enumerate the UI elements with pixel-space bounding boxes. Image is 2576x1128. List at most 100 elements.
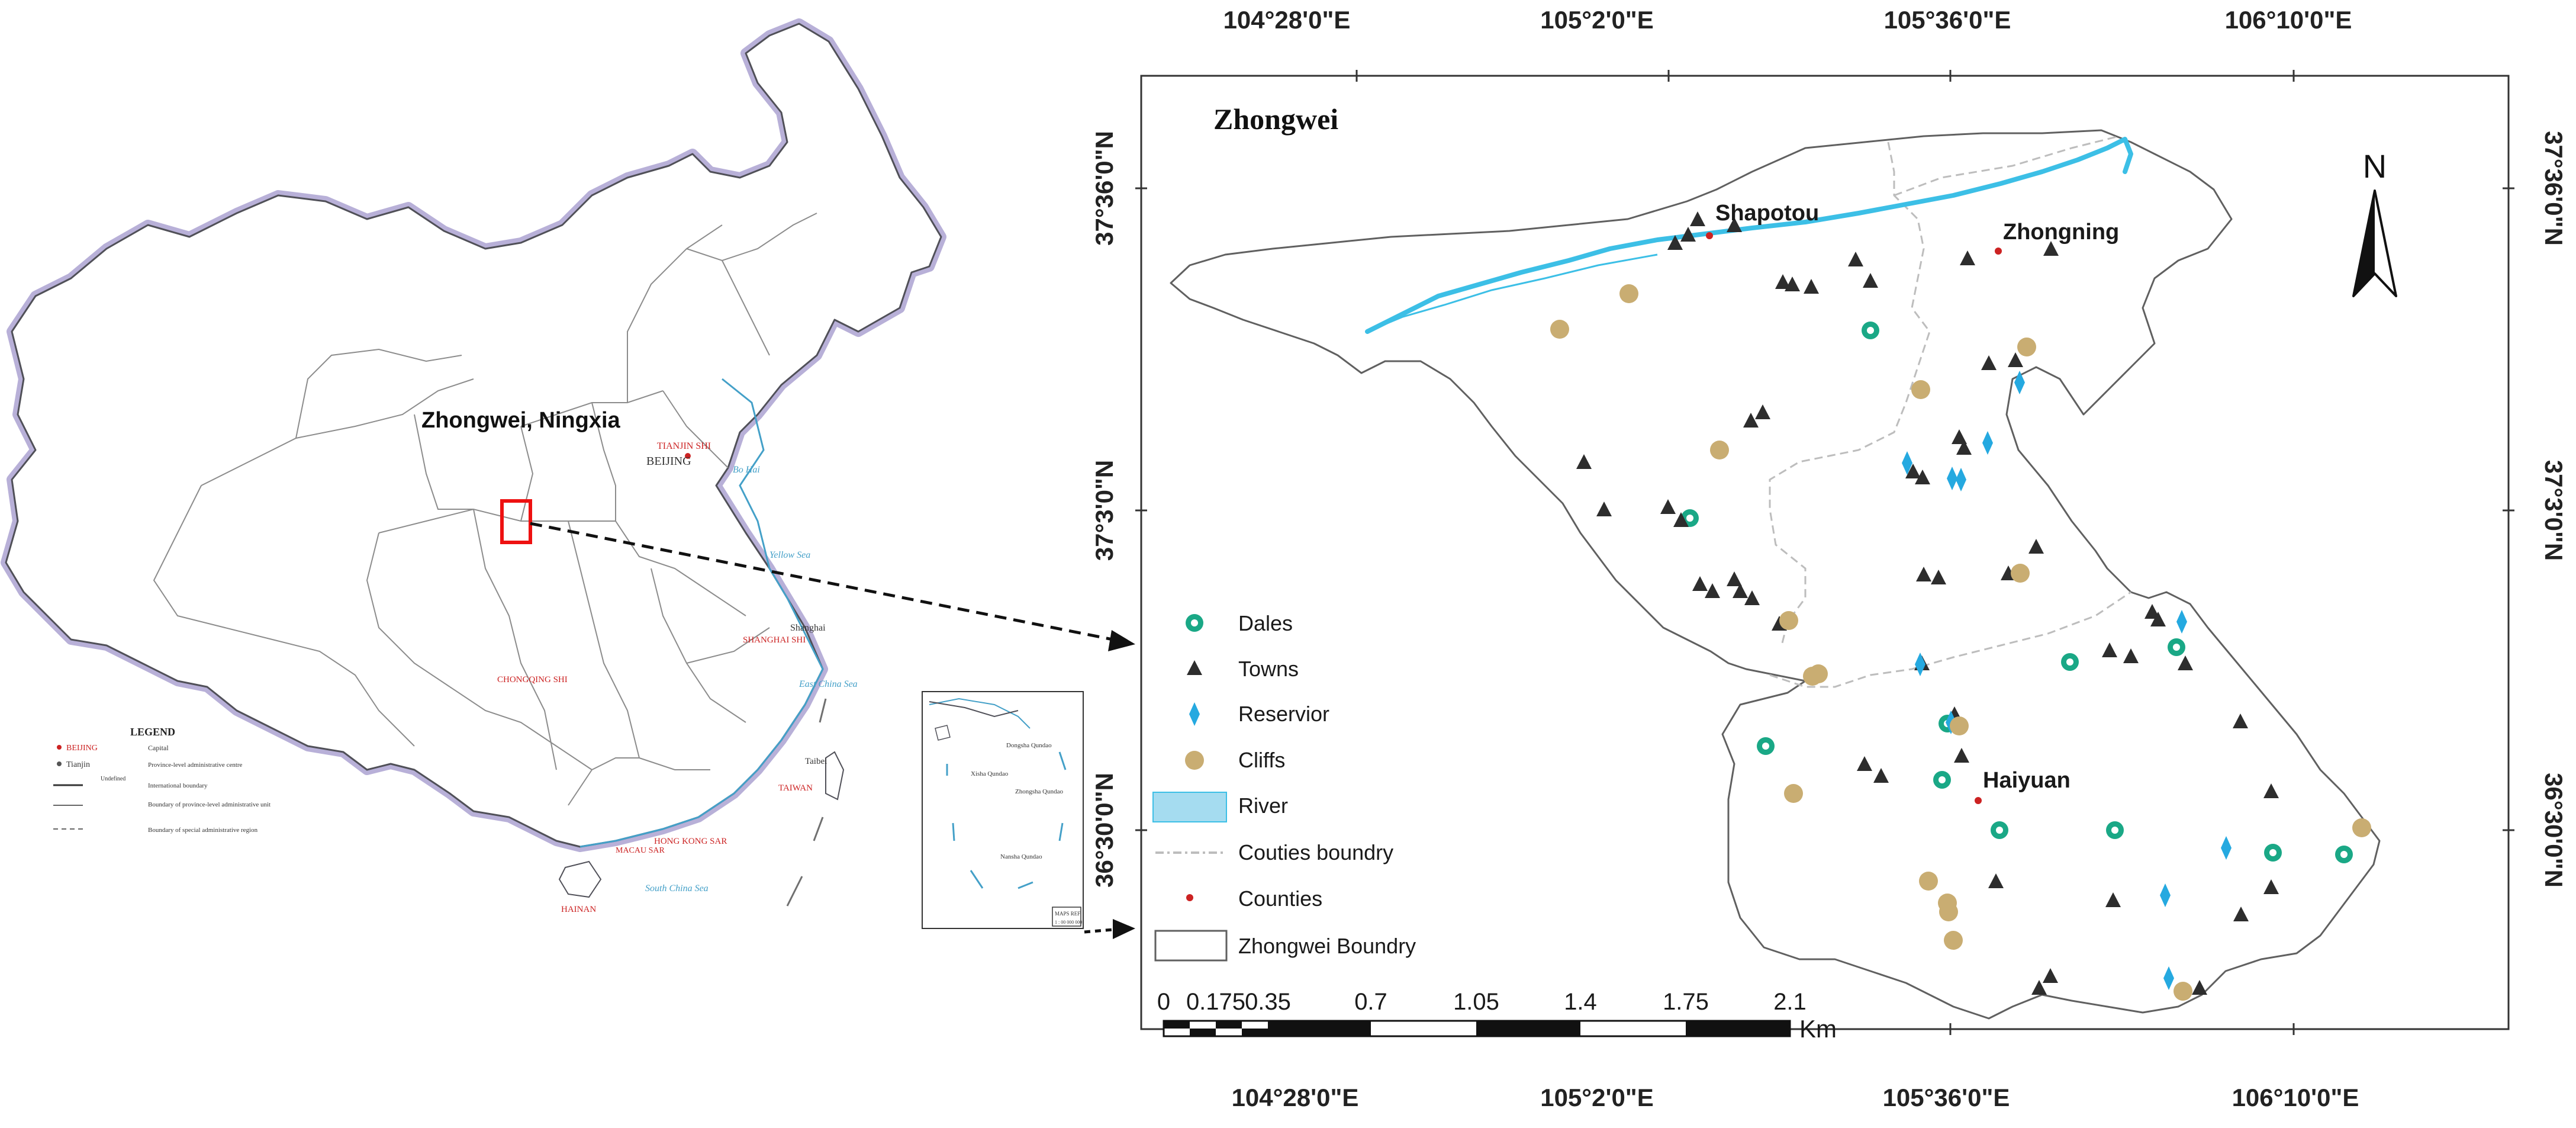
inset-nansha: Nansha Qundao bbox=[1000, 853, 1042, 860]
yellow-river bbox=[1365, 137, 2133, 334]
county-label: Zhongning bbox=[2003, 220, 2119, 245]
dale-marker bbox=[1933, 771, 1951, 789]
scale-unit: Km bbox=[1799, 1015, 1837, 1043]
cliff-marker bbox=[2017, 338, 2036, 356]
scale-tick-label: 1.05 bbox=[1453, 989, 1499, 1015]
legend-county-boundary: Couties boundry bbox=[1238, 840, 1393, 865]
legend-title: LEGEND bbox=[130, 726, 175, 738]
cliff-marker bbox=[1950, 716, 1969, 735]
legend-provincial-boundary: Boundary of province-level administrativ… bbox=[148, 801, 271, 808]
dale-marker bbox=[2264, 844, 2282, 862]
label-beijing: BEIJING bbox=[646, 455, 691, 468]
label-shanghai-shi: SHANGHAI SHI bbox=[743, 635, 806, 645]
county-label: Shapotou bbox=[1715, 201, 1819, 226]
inset-ref: MAPS REF bbox=[1055, 911, 1080, 917]
taiwan-island bbox=[825, 751, 845, 801]
lat-label-right: 37°3'0"N bbox=[2540, 460, 2568, 561]
inset-zhongsha: Zhongsha Qundao bbox=[1015, 788, 1063, 795]
scale-tick-label: 1.4 bbox=[1564, 989, 1597, 1015]
label-taibei: Taibei bbox=[805, 757, 827, 766]
lon-label-top: 105°36'0"E bbox=[1884, 6, 2011, 34]
label-tianjin: TIANJIN SHI bbox=[657, 441, 711, 451]
cliff-marker bbox=[2352, 818, 2371, 837]
label-hongkong: HONG KONG SAR bbox=[654, 837, 727, 846]
region-label: Zhongwei, Ningxia bbox=[421, 408, 621, 433]
county-marker bbox=[1995, 248, 2002, 255]
legend-zhongwei-boundary: Zhongwei Boundry bbox=[1238, 934, 1416, 958]
county-marker bbox=[1975, 797, 1982, 804]
left-lat-labels: 37°36'0"N 37°3'0"N 36°30'0"N bbox=[1090, 131, 1118, 888]
lon-label-top: 105°2'0"E bbox=[1540, 6, 1654, 34]
cliff-marker bbox=[1939, 902, 1958, 921]
dale-marker bbox=[1862, 322, 1879, 339]
legend-river: River bbox=[1238, 793, 1288, 818]
map-title: Zhongwei bbox=[1213, 102, 1338, 136]
lat-label-right: 37°36'0"N bbox=[2540, 131, 2568, 246]
dale-marker bbox=[2335, 846, 2353, 863]
label-taiwan: TAIWAN bbox=[778, 783, 813, 793]
legend-counties-icon bbox=[1186, 894, 1193, 901]
cliff-marker bbox=[1919, 872, 1938, 891]
legend-provincial-icon bbox=[57, 761, 62, 766]
overview-map: Zhongwei, Ningxia BEIJING TIANJIN SHI Bo… bbox=[1, 18, 1135, 939]
inset-scale: 1 : 00 000 000 bbox=[1055, 920, 1082, 925]
label-south-china-sea: South China Sea bbox=[645, 883, 709, 894]
location-arrows bbox=[530, 522, 1135, 939]
legend-dales: Dales bbox=[1238, 611, 1293, 635]
legend-cliffs-icon bbox=[1185, 751, 1204, 770]
legend-capital: BEIJING bbox=[66, 744, 98, 753]
lon-label-top: 104°28'0"E bbox=[1223, 6, 1351, 34]
dale-marker bbox=[2168, 638, 2185, 656]
zhongwei-location-box bbox=[500, 499, 532, 544]
lon-label-bottom: 104°28'0"E bbox=[1232, 1084, 1359, 1111]
overview-legend: LEGEND BEIJING Capital Tianjin Province-… bbox=[53, 726, 271, 834]
capital-marker bbox=[685, 453, 691, 459]
legend-reservoir: Reservior bbox=[1238, 702, 1329, 726]
south-china-sea-inset: Dongsha Qundao Xisha Qundao Zhongsha Qun… bbox=[922, 691, 1084, 929]
legend-provincial-desc: Province-level administrative centre bbox=[148, 761, 243, 769]
lon-label-bottom: 105°36'0"E bbox=[1883, 1084, 2010, 1111]
cliff-marker bbox=[1710, 441, 1729, 459]
inset-dongsha: Dongsha Qundao bbox=[1006, 742, 1052, 749]
county-boundaries bbox=[1769, 135, 2131, 688]
label-bohai: Bo Hai bbox=[733, 465, 760, 475]
county-label: Haiyuan bbox=[1983, 768, 2071, 793]
scale-tick-label: 0 bbox=[1157, 989, 1170, 1015]
scale-tick-label: 0.7 bbox=[1354, 989, 1387, 1015]
right-lat-labels: 37°36'0"N 37°3'0"N 36°30'0"N bbox=[2540, 131, 2568, 888]
lat-label-left: 37°3'0"N bbox=[1090, 460, 1118, 561]
cliff-marker bbox=[1944, 931, 1963, 950]
legend-international: International boundary bbox=[148, 782, 208, 789]
sea-boundary-lines bbox=[786, 698, 827, 907]
label-shanghai: Shanghai bbox=[790, 623, 826, 633]
label-yellow-sea: Yellow Sea bbox=[769, 550, 810, 560]
label-hainan: HAINAN bbox=[561, 905, 596, 914]
bottom-lon-labels: 104°28'0"E 105°2'0"E 105°36'0"E 106°10'0… bbox=[1232, 1084, 2359, 1111]
label-east-china-sea: East China Sea bbox=[798, 679, 858, 689]
legend-capital-icon bbox=[57, 745, 62, 750]
scale-tick-label: 0.35 bbox=[1245, 989, 1291, 1015]
scale-tick-label: 2.1 bbox=[1773, 989, 1807, 1015]
scale-bar: 0 0.175 0.35 0.7 1.05 1.4 1.75 2.1 Km bbox=[1157, 989, 1837, 1043]
dale-marker bbox=[2106, 821, 2124, 839]
cliff-marker bbox=[1809, 664, 1828, 683]
cliff-marker bbox=[1550, 320, 1569, 339]
legend-towns: Towns bbox=[1238, 657, 1299, 681]
cliff-marker bbox=[2011, 564, 2030, 583]
lat-label-left: 37°36'0"N bbox=[1090, 131, 1118, 246]
hainan-island bbox=[558, 860, 602, 898]
lon-label-top: 106°10'0"E bbox=[2225, 6, 2352, 34]
label-macau: MACAU SAR bbox=[616, 846, 665, 855]
scale-tick-label: 0.175 bbox=[1186, 989, 1245, 1015]
cliff-marker bbox=[2174, 982, 2192, 1001]
zhongwei-boundary bbox=[1170, 129, 2381, 1020]
legend-counties: Counties bbox=[1238, 886, 1322, 911]
dale-marker bbox=[1757, 737, 1775, 755]
legend-undefined: Undefined bbox=[101, 776, 125, 782]
legend-provincial: Tianjin bbox=[66, 760, 90, 769]
north-label: N bbox=[2363, 147, 2387, 185]
north-arrow: N bbox=[2352, 147, 2397, 297]
inset-xisha: Xisha Qundao bbox=[971, 770, 1009, 777]
lat-label-right: 36°30'0"N bbox=[2540, 773, 2568, 888]
